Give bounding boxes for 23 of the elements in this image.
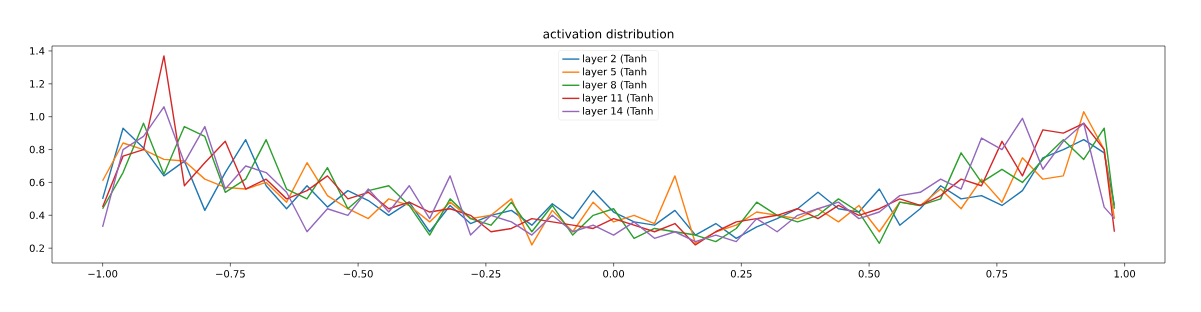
legend-label: layer 5 (Tanh <box>583 67 647 78</box>
x-tick-label: 0.50 <box>858 270 880 278</box>
y-tick-label: 0.8 <box>29 145 45 154</box>
y-tick-label: 0.2 <box>29 244 44 252</box>
y-tick-label: 1.0 <box>30 112 45 121</box>
legend-label: layer 11 (Tanh <box>583 93 653 104</box>
y-tick-label: 1.2 <box>30 80 44 88</box>
x-tick-label: −0.25 <box>471 270 501 278</box>
x-tick-label: 1.00 <box>1114 270 1136 278</box>
legend-label: layer 14 (Tanh <box>583 106 653 117</box>
y-tick-label: 0.4 <box>29 211 45 220</box>
x-tick-label: 0.00 <box>603 270 625 278</box>
legend-label: layer 2 (Tanh <box>583 54 647 65</box>
x-tick-label: 0.75 <box>986 270 1008 278</box>
line-series <box>101 55 1116 246</box>
x-tick-label: 0.25 <box>730 270 752 278</box>
legend-label: layer 8 (Tanh <box>583 80 647 91</box>
y-tick-label: 1.4 <box>30 47 45 55</box>
x-tick-label: −0.50 <box>343 270 373 278</box>
x-tick-label: −0.75 <box>216 270 245 278</box>
y-tick-label: 0.6 <box>29 178 45 187</box>
chart-title: activation distribution <box>543 29 674 39</box>
x-tick-label: −1.00 <box>88 270 118 278</box>
